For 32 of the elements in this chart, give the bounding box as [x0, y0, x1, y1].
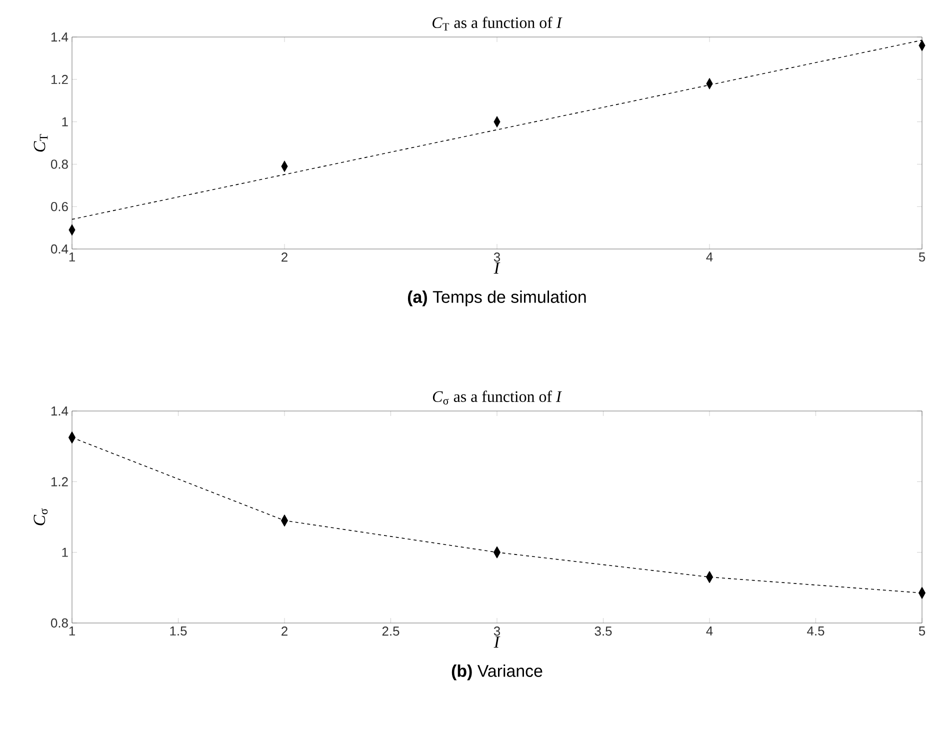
x-tick-label: 3: [494, 626, 500, 636]
text: (a) Temps de simulation: [408, 290, 586, 306]
y-tick-label: 0.8: [50, 160, 68, 169]
x-tick-label: 3.5: [594, 626, 612, 636]
y-tick-label: 1.4: [51, 32, 68, 42]
x-axis-title: I: [494, 636, 500, 648]
x-tick-label: 2.5: [382, 626, 400, 636]
chart-title: C$_{σ}$ as a function of I: [432, 390, 562, 405]
x-tick-label: 3: [494, 252, 500, 262]
chart-title: C$_{T}$ as a function of I: [432, 16, 562, 31]
y-tick-label: 1: [62, 548, 68, 557]
y-axis-title: C$_{σ}$: [34, 508, 48, 526]
x-tick-label: 2: [282, 252, 288, 262]
x-tick-label: 1: [69, 252, 75, 262]
y-tick-label: 1: [62, 117, 68, 126]
y-tick-label: 0.4: [50, 244, 68, 254]
y-axis-title: C$_{T}$: [34, 134, 48, 152]
y-tick-label: 1.2: [51, 477, 68, 486]
x-tick-label: 5: [918, 252, 926, 262]
x-tick-label: 4: [706, 252, 713, 262]
x-tick-label: 5: [918, 626, 926, 636]
x-tick-label: 1.5: [170, 626, 187, 636]
x-tick-label: 4: [706, 626, 713, 636]
x-tick-label: 1: [69, 626, 75, 636]
y-tick-label: 1.4: [51, 406, 68, 416]
x-axis-title: I: [494, 262, 500, 274]
y-tick-label: 1.2: [51, 74, 68, 84]
x-tick-label: 2: [282, 626, 288, 636]
y-tick-label: 0.8: [50, 618, 68, 628]
y-tick-label: 0.6: [50, 202, 68, 212]
x-tick-label: 4.5: [807, 626, 824, 636]
text: (b) Variance: [452, 664, 542, 680]
